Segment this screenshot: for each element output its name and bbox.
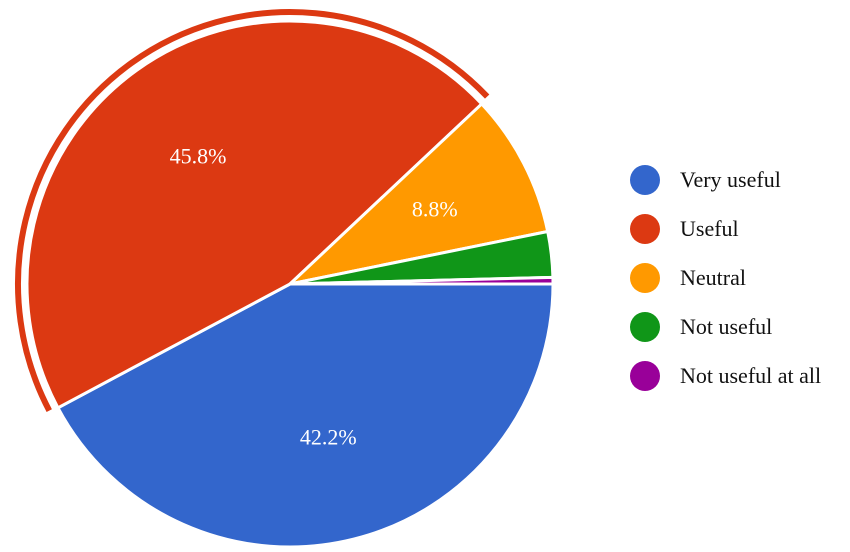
legend-swatch-not-useful-at-all xyxy=(630,360,660,391)
pie-slice-not-useful-at-all[interactable] xyxy=(288,275,555,286)
pie-slice-neutral[interactable] xyxy=(288,102,550,286)
legend-item-very-useful[interactable]: Very useful xyxy=(630,155,821,204)
legend-label-useful: Useful xyxy=(680,215,739,241)
legend-item-neutral[interactable]: Neutral xyxy=(630,253,821,302)
legend-item-useful[interactable]: Useful xyxy=(630,204,821,253)
legend-swatch-not-useful xyxy=(630,311,660,342)
legend-item-not-useful-at-all[interactable]: Not useful at all xyxy=(630,351,821,400)
legend: Very useful Useful Neutral Not useful Not us… xyxy=(630,155,821,400)
slice-label-very-useful: 42.2% xyxy=(300,425,357,450)
slice-label-useful: 45.8% xyxy=(170,143,227,168)
legend-swatch-useful xyxy=(630,213,660,244)
legend-item-not-useful[interactable]: Not useful xyxy=(630,302,821,351)
legend-label-not-useful-at-all: Not useful at all xyxy=(680,362,822,388)
legend-label-very-useful: Very useful xyxy=(680,166,781,192)
legend-swatch-very-useful xyxy=(630,164,660,195)
highlight-ring-useful xyxy=(15,9,490,412)
legend-swatch-neutral xyxy=(630,262,660,293)
slice-label-neutral: 8.8% xyxy=(412,197,458,222)
pie-slice-very-useful[interactable] xyxy=(56,282,555,549)
pie-slice-useful[interactable] xyxy=(25,19,484,410)
legend-label-neutral: Neutral xyxy=(680,264,746,290)
legend-label-not-useful: Not useful xyxy=(680,313,773,339)
